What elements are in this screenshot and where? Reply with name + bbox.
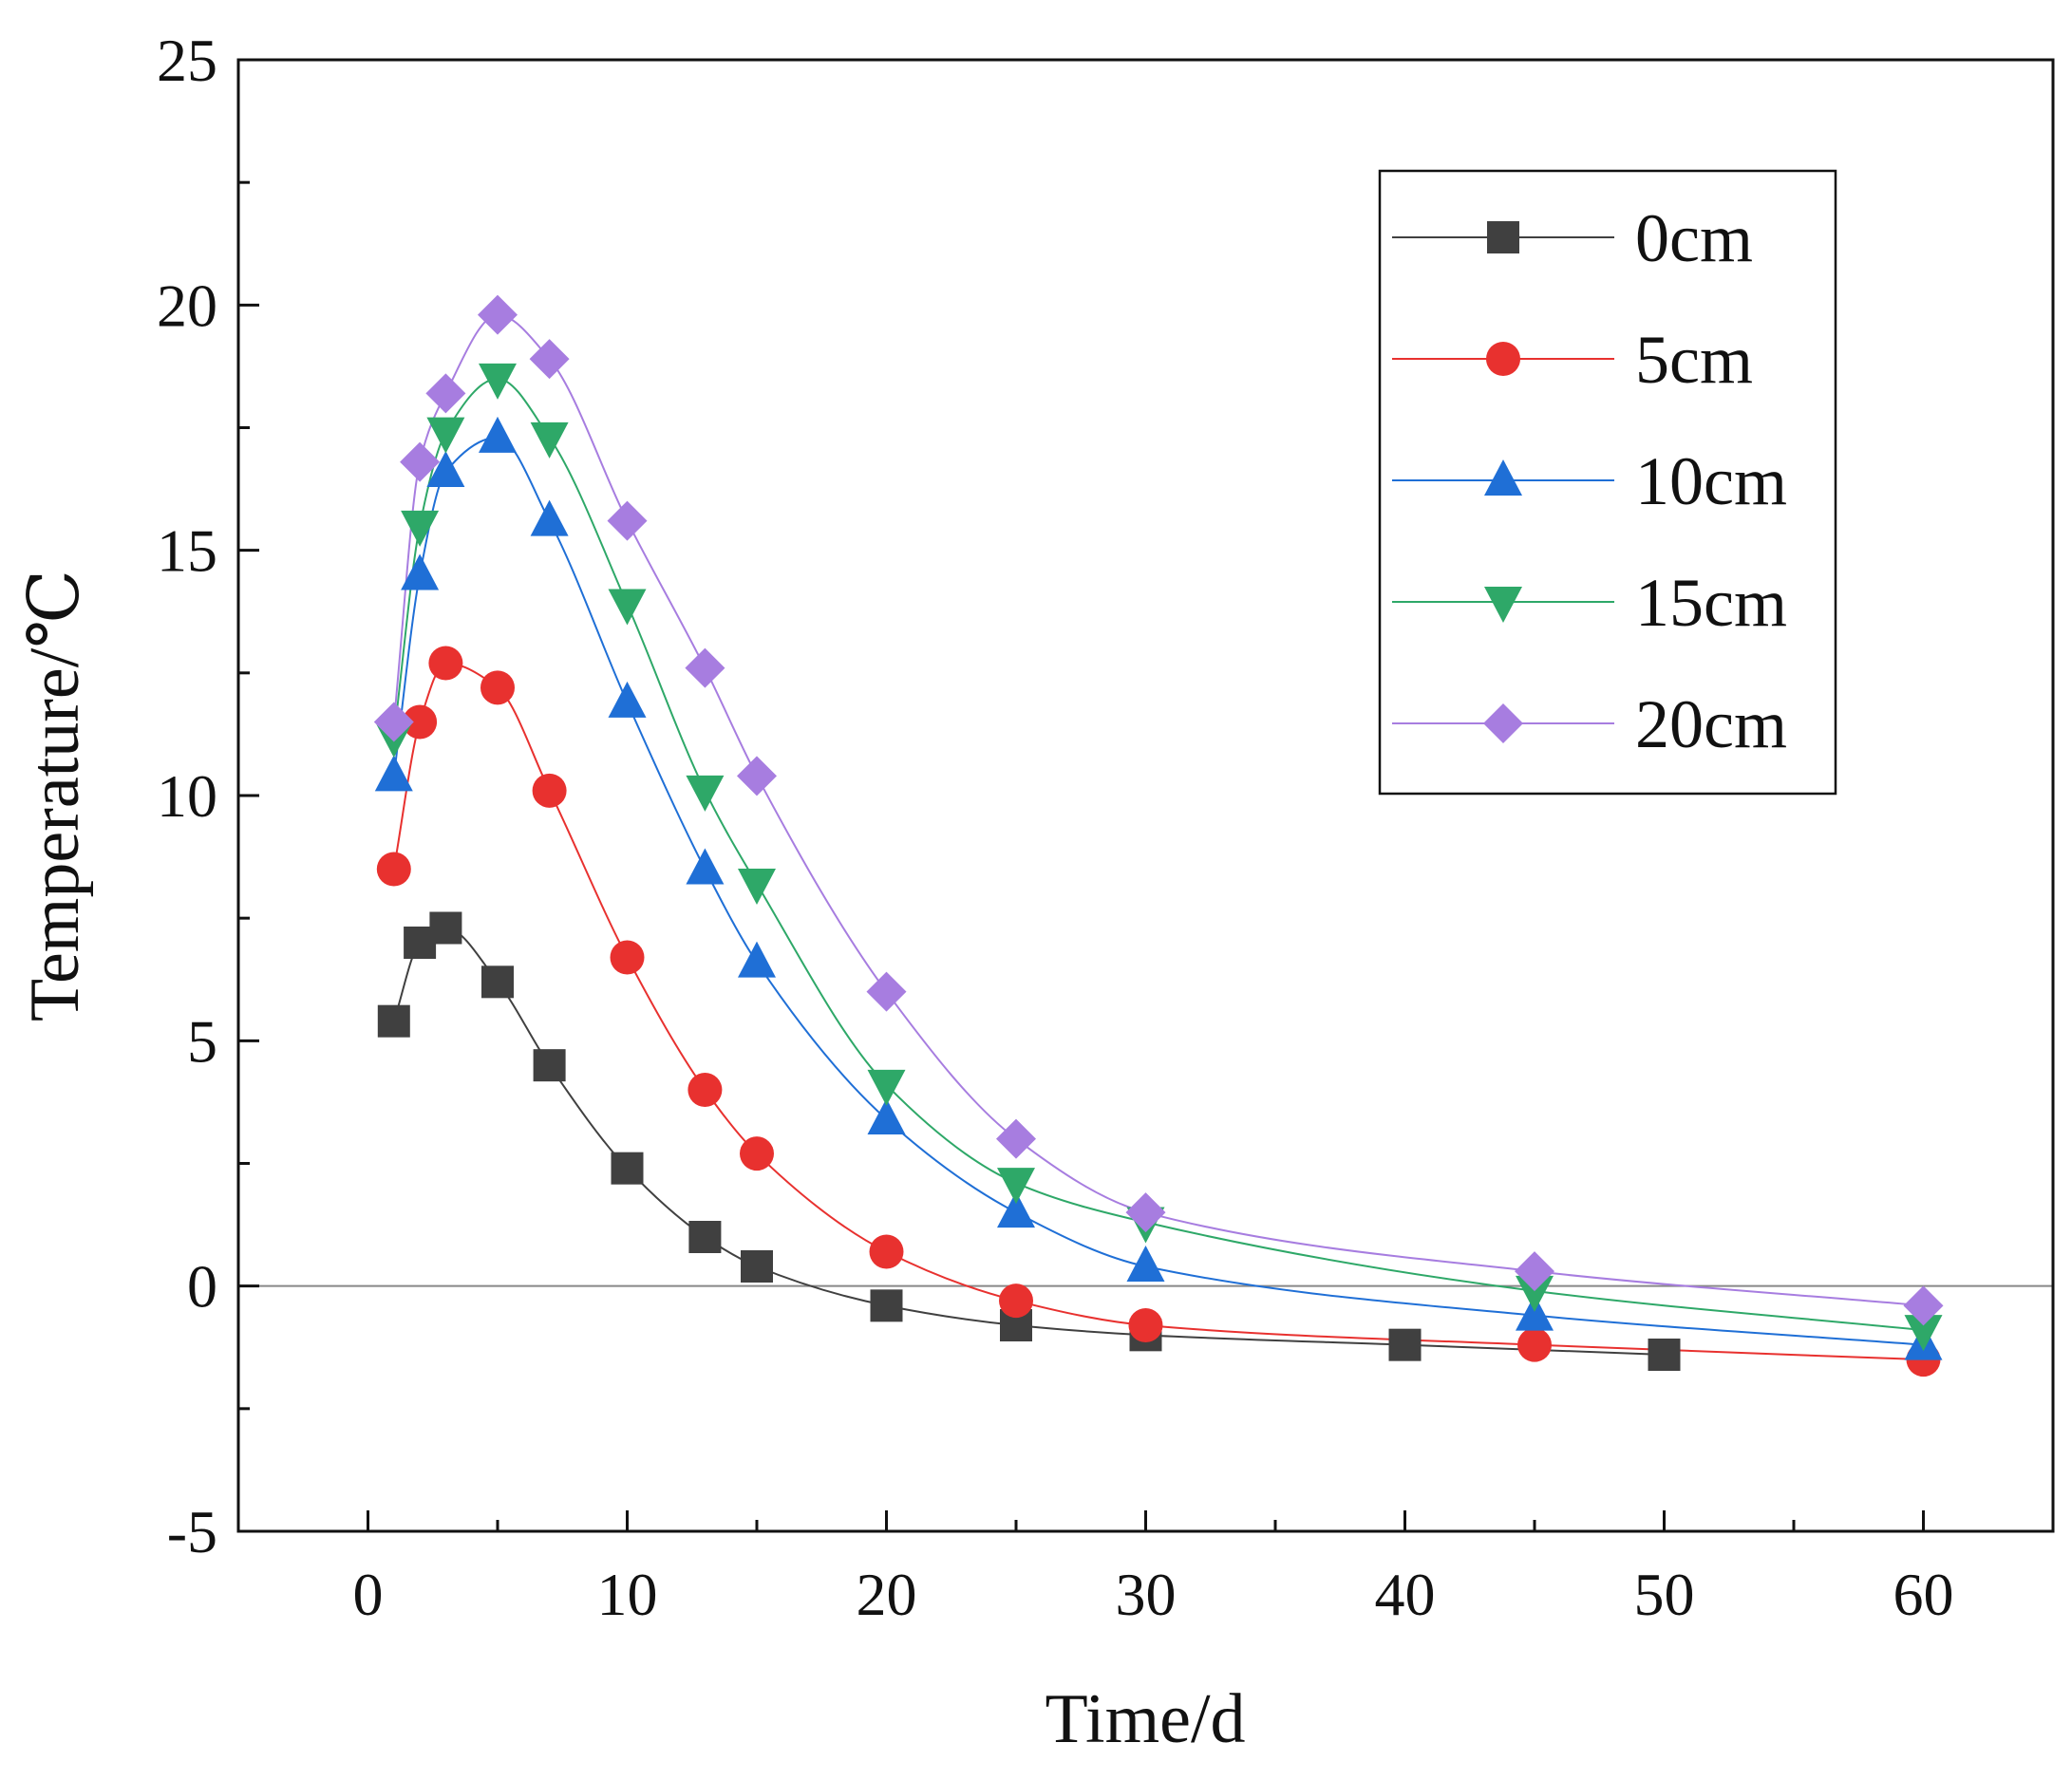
data-point-10cm xyxy=(426,451,465,487)
data-point-20cm xyxy=(478,294,518,335)
data-point-10cm xyxy=(997,1191,1035,1228)
data-point-15cm xyxy=(1516,1275,1554,1312)
data-point-10cm xyxy=(530,499,569,536)
data-point-5cm xyxy=(480,670,515,705)
x-axis-title: Time/d xyxy=(1045,1680,1245,1758)
data-point-10cm xyxy=(686,848,725,885)
data-point-0cm xyxy=(377,1004,410,1038)
data-point-20cm xyxy=(1125,1192,1166,1233)
x-tick-label: 10 xyxy=(597,1561,658,1628)
data-point-5cm xyxy=(532,773,567,808)
y-axis-title: Temperature/℃ xyxy=(16,570,94,1021)
x-tick-label: 40 xyxy=(1375,1561,1436,1628)
data-point-5cm xyxy=(740,1136,774,1171)
markers-layer xyxy=(373,294,1944,1377)
data-point-5cm xyxy=(1517,1327,1552,1362)
data-point-15cm xyxy=(738,869,776,905)
ticks-layer xyxy=(238,58,1925,1533)
data-point-0cm xyxy=(741,1250,773,1283)
data-point-0cm xyxy=(429,911,462,945)
legend-box xyxy=(1378,169,1837,796)
legend-marker-0cm xyxy=(1487,221,1519,253)
data-point-10cm xyxy=(1126,1246,1165,1282)
legend-marker-10cm xyxy=(1484,459,1522,496)
data-point-0cm xyxy=(1648,1339,1681,1371)
legend-label-5cm: 5cm xyxy=(1635,322,1753,398)
tick-labels-layer: 0 10 20 30 40 50 60 -5 0 5 10 15 20 25 xyxy=(157,27,1954,1628)
data-point-20cm xyxy=(373,702,414,742)
data-point-15cm xyxy=(426,417,465,454)
data-point-20cm xyxy=(400,441,441,482)
data-point-10cm xyxy=(374,755,413,792)
data-point-20cm xyxy=(425,373,466,414)
legend-label-15cm: 15cm xyxy=(1635,565,1787,641)
data-point-5cm xyxy=(403,704,438,740)
data-point-10cm xyxy=(608,681,647,718)
x-tick-label: 50 xyxy=(1634,1561,1695,1628)
data-point-15cm xyxy=(608,589,647,626)
x-tick-label: 30 xyxy=(1116,1561,1177,1628)
series-line-10cm xyxy=(392,436,1924,1346)
data-point-15cm xyxy=(401,510,440,547)
data-point-20cm xyxy=(1903,1285,1944,1326)
y-tick-label: 5 xyxy=(187,1007,217,1075)
data-point-5cm xyxy=(610,940,645,975)
data-point-0cm xyxy=(1388,1328,1422,1361)
y-tick-label: 10 xyxy=(157,762,217,830)
data-point-10cm xyxy=(401,553,440,590)
data-point-20cm xyxy=(607,500,648,541)
y-tick-label: -5 xyxy=(167,1498,217,1565)
data-point-10cm xyxy=(738,941,776,978)
data-point-0cm xyxy=(688,1221,722,1253)
data-point-15cm xyxy=(997,1168,1035,1205)
y-tick-label: 25 xyxy=(157,27,217,94)
data-point-15cm xyxy=(867,1069,906,1106)
data-point-20cm xyxy=(737,756,777,796)
data-point-15cm xyxy=(686,775,725,812)
data-point-20cm xyxy=(866,971,907,1012)
y-tick-label: 0 xyxy=(187,1253,217,1321)
legend-label-10cm: 10cm xyxy=(1635,443,1787,519)
data-point-10cm xyxy=(479,416,517,453)
legend-marker-20cm xyxy=(1483,703,1523,743)
data-point-15cm xyxy=(1904,1315,1943,1352)
data-point-0cm xyxy=(533,1049,566,1082)
legend: 0cm 5cm 10cm 15cm 20cm xyxy=(1378,169,1837,796)
data-point-20cm xyxy=(996,1118,1036,1159)
data-point-15cm xyxy=(479,363,517,400)
data-point-5cm xyxy=(688,1073,723,1107)
data-point-20cm xyxy=(685,647,725,688)
y-tick-label: 20 xyxy=(157,272,217,339)
data-point-20cm xyxy=(1515,1251,1554,1292)
x-tick-label: 0 xyxy=(353,1561,384,1628)
data-point-0cm xyxy=(611,1152,644,1185)
data-point-5cm xyxy=(376,852,411,887)
legend-label-0cm: 0cm xyxy=(1635,200,1753,276)
data-point-20cm xyxy=(529,339,570,380)
legend-items: 0cm 5cm 10cm 15cm 20cm xyxy=(1392,200,1787,762)
data-point-5cm xyxy=(428,646,463,681)
y-tick-label: 15 xyxy=(157,517,217,585)
data-point-10cm xyxy=(1516,1294,1554,1331)
data-point-5cm xyxy=(869,1234,904,1269)
legend-marker-5cm xyxy=(1486,342,1520,376)
x-tick-label: 60 xyxy=(1893,1561,1954,1628)
data-point-5cm xyxy=(1128,1308,1163,1342)
legend-marker-15cm xyxy=(1484,587,1522,623)
legend-label-20cm: 20cm xyxy=(1635,686,1787,762)
data-point-0cm xyxy=(870,1289,903,1322)
data-point-10cm xyxy=(867,1098,906,1134)
x-tick-label: 20 xyxy=(857,1561,917,1628)
data-point-0cm xyxy=(481,965,514,999)
data-point-5cm xyxy=(999,1283,1033,1319)
data-point-15cm xyxy=(530,422,569,459)
